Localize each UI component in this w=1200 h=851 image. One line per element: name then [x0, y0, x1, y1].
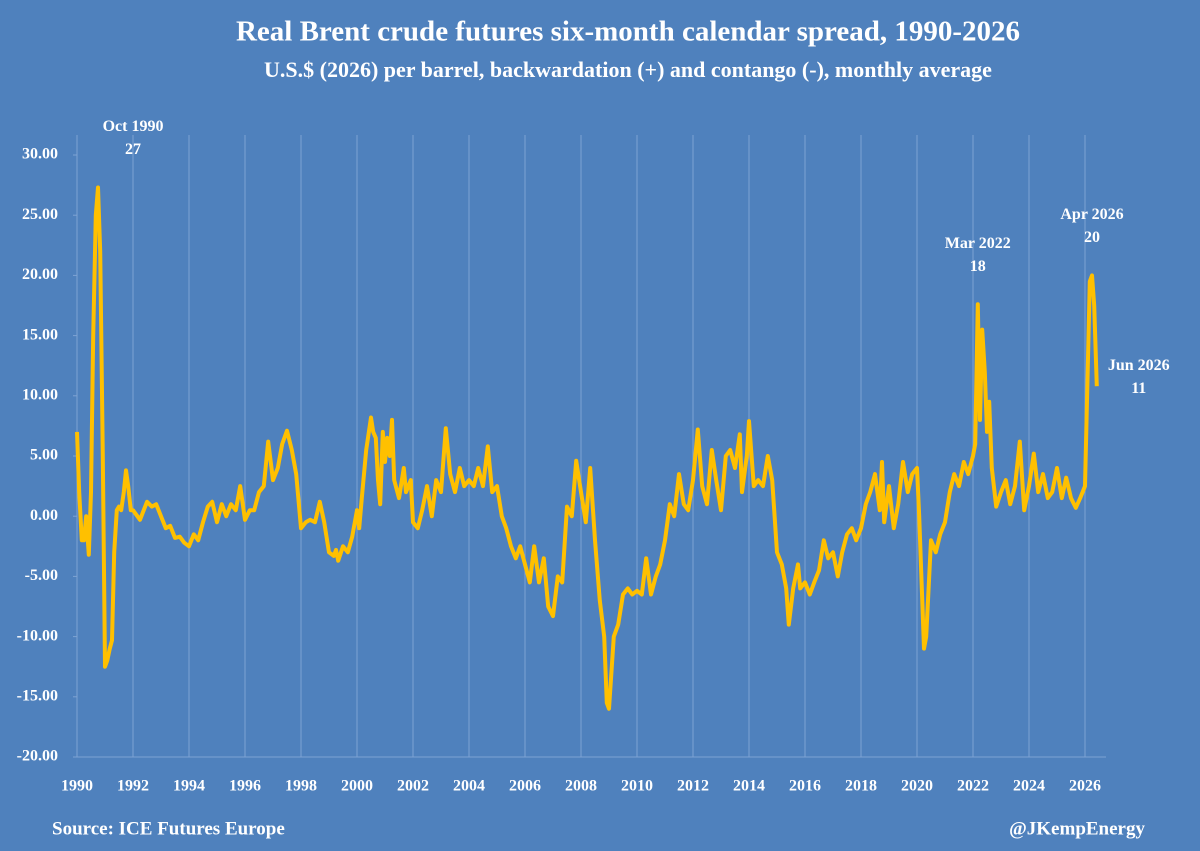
y-tick-label: 15.00: [22, 326, 58, 343]
source: Source: ICE Futures Europe: [52, 818, 285, 839]
x-tick-label: 2016: [789, 778, 821, 795]
annotation-value: 27: [125, 141, 141, 158]
x-tick-label: 1998: [285, 778, 317, 795]
y-tick-label: 10.00: [22, 386, 58, 403]
annotation-value: 11: [1131, 380, 1146, 397]
annotation-label: Apr 2026: [1060, 206, 1123, 223]
credit: @JKempEnergy: [1009, 818, 1145, 839]
y-tick-label: 5.00: [30, 447, 58, 464]
x-tick-label: 2020: [901, 778, 933, 795]
x-tick-label: 2012: [677, 778, 709, 795]
y-tick-label: 0.00: [30, 507, 58, 524]
y-tick-label: 25.00: [22, 206, 58, 223]
x-tick-label: 2022: [957, 778, 989, 795]
y-tick-label: 30.00: [22, 146, 58, 163]
x-tick-label: 2004: [453, 778, 485, 795]
x-tick-label: 2000: [341, 778, 373, 795]
x-tick-label: 1990: [61, 778, 93, 795]
annotation-label: Jun 2026: [1108, 357, 1170, 374]
x-tick-label: 2006: [509, 778, 541, 795]
y-tick-label: -5.00: [25, 567, 58, 584]
x-tick-label: 2014: [733, 778, 765, 795]
chart-title: Real Brent crude futures six-month calen…: [236, 16, 1020, 48]
y-tick-label: -15.00: [17, 687, 58, 704]
x-tick-label: 1994: [173, 778, 205, 795]
x-tick-label: 2026: [1069, 778, 1101, 795]
y-tick-label: -20.00: [17, 748, 58, 765]
chart-subtitle: U.S.$ (2026) per barrel, backwardation (…: [264, 57, 992, 82]
y-tick-label: 20.00: [22, 266, 58, 283]
x-tick-label: 2018: [845, 778, 877, 795]
x-tick-label: 1996: [229, 778, 261, 795]
line: [75, 185, 1099, 711]
y-tick-label: -10.00: [17, 627, 58, 644]
x-tick-label: 2008: [565, 778, 597, 795]
x-tick-label: 1992: [117, 778, 149, 795]
annotation-value: 18: [970, 258, 986, 275]
annotation-label: Mar 2022: [945, 235, 1011, 252]
annotation-value: 20: [1084, 229, 1100, 246]
x-tick-label: 2002: [397, 778, 429, 795]
annotation-label: Oct 1990: [103, 118, 164, 135]
x-tick-label: 2010: [621, 778, 653, 795]
x-tick-label: 2024: [1013, 778, 1045, 795]
